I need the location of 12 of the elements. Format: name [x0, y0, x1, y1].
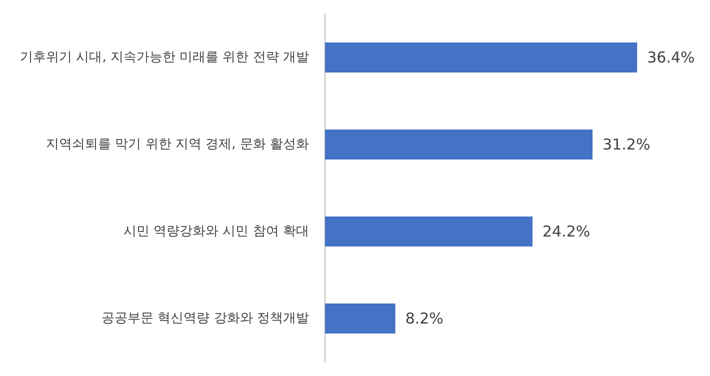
data-label: 8.2%: [405, 310, 444, 328]
data-label: 24.2%: [542, 222, 590, 240]
y-tick-label: 공공부문 혁신역량 강화와 정책개발: [102, 311, 309, 326]
bar: [325, 304, 396, 334]
y-tick-label: 기후위기 시대, 지속가능한 미래를 위한 전략 개발: [20, 50, 309, 65]
data-label: 31.2%: [602, 136, 650, 154]
y-tick-label: 지역쇠퇴를 막기 위한 지역 경제, 문화 활성화: [46, 137, 309, 152]
bar: [325, 130, 593, 160]
bar: [325, 216, 533, 246]
y-tick-label: 시민 역량강화와 시민 참여 확대: [123, 224, 309, 239]
bar: [325, 42, 638, 72]
data-label: 36.4%: [647, 48, 695, 66]
